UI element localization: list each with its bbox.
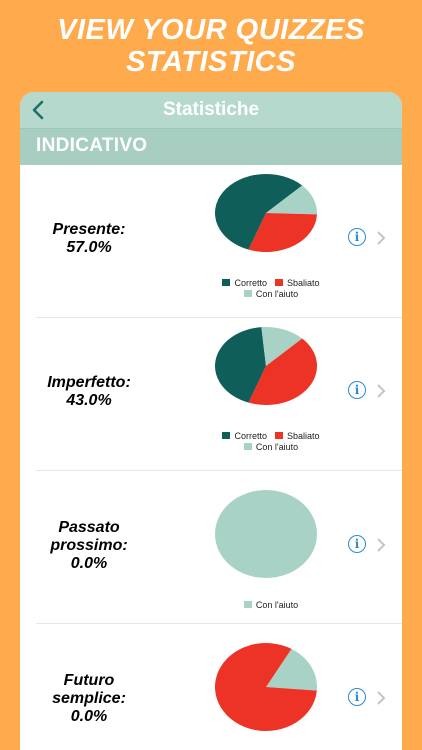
legend-swatch-correct — [222, 432, 231, 439]
chart-legend: Corretto Sbaliato Con l'aiuto — [206, 277, 336, 299]
legend-swatch-help — [243, 601, 252, 608]
legend-help: Con l'aiuto — [243, 599, 299, 610]
legend-swatch-help — [243, 443, 252, 450]
stat-row-imperfetto[interactable]: Imperfetto: 43.0% Corretto Sbaliato Con … — [36, 318, 402, 471]
promo-line-1: VIEW YOUR QUIZZES — [57, 14, 365, 46]
legend-swatch-wrong — [274, 279, 283, 286]
tense-label: Presente: 57.0% — [30, 221, 148, 257]
legend-help: Con l'aiuto — [243, 441, 299, 452]
legend-label-help: Con l'aiuto — [255, 441, 299, 452]
info-icon[interactable]: i — [348, 381, 366, 399]
pie-chart — [215, 174, 317, 252]
navigation-bar: Statistiche — [20, 92, 402, 128]
tense-name: Futuro — [63, 672, 115, 689]
stat-row-presente[interactable]: Presente: 57.0% Corretto Sbaliato Con l'… — [36, 165, 402, 318]
chart-legend: Corretto Sbaliato Con l'aiuto — [206, 430, 336, 452]
promo-line-2: STATISTICS — [126, 46, 296, 78]
promo-headline: VIEW YOUR QUIZZES STATISTICS — [0, 14, 422, 78]
pie-slice-correct — [215, 327, 266, 403]
pie-slice-help — [215, 490, 317, 578]
legend-label-wrong: Sbaliato — [286, 430, 320, 441]
legend-label-help: Con l'aiuto — [255, 288, 299, 299]
tense-name-line-2: semplice: — [52, 690, 126, 707]
tense-label: Imperfetto: 43.0% — [30, 374, 148, 410]
legend-label-correct: Corretto — [234, 277, 267, 288]
tense-name-line-2: prossimo: — [50, 537, 128, 554]
legend-swatch-help — [243, 290, 252, 297]
chevron-right-icon — [377, 691, 386, 705]
chevron-right-icon — [377, 538, 386, 552]
tense-label: Futuro semplice: 0.0% — [30, 672, 148, 726]
tense-percent: 43.0% — [66, 392, 112, 409]
info-icon[interactable]: i — [348, 688, 366, 706]
page-title: Statistiche — [162, 99, 260, 120]
legend-label-wrong: Sbaliato — [286, 277, 320, 288]
tense-name: Imperfetto: — [47, 374, 131, 391]
section-title: INDICATIVO — [36, 135, 148, 156]
info-icon[interactable]: i — [348, 228, 366, 246]
chevron-left-icon — [32, 100, 44, 120]
pie-slice-help — [261, 327, 303, 366]
pie-slice-wrong — [248, 338, 317, 405]
chevron-right-icon — [377, 384, 386, 398]
tense-label: Passato prossimo: 0.0% — [30, 519, 148, 573]
legend-swatch-wrong — [274, 432, 283, 439]
pie-chart — [215, 490, 317, 578]
pie-slice-help — [266, 648, 317, 691]
info-icon[interactable]: i — [348, 535, 366, 553]
legend-label-correct: Corretto — [234, 430, 267, 441]
legend-correct: Corretto — [222, 431, 267, 441]
chart-legend: Con l'aiuto — [206, 599, 336, 610]
tense-percent: 0.0% — [70, 708, 108, 725]
chevron-right-icon — [377, 231, 386, 245]
legend-wrong: Sbaliato — [274, 277, 320, 288]
legend-wrong: Sbaliato — [274, 430, 320, 441]
back-button[interactable] — [26, 97, 50, 123]
pie-slice-help — [266, 185, 317, 215]
tense-name: Presente: — [52, 221, 126, 238]
stat-row-futuro-semplice[interactable]: Futuro semplice: 0.0% i — [36, 624, 402, 750]
legend-label-help: Con l'aiuto — [255, 599, 299, 610]
pie-slice-correct — [215, 174, 303, 250]
stat-row-passato-prossimo[interactable]: Passato prossimo: 0.0% Con l'aiuto i — [36, 471, 402, 624]
tense-percent: 57.0% — [66, 239, 112, 256]
legend-swatch-correct — [222, 279, 231, 286]
pie-slice-wrong — [248, 213, 317, 252]
tense-name: Passato — [58, 519, 120, 536]
legend-help: Con l'aiuto — [243, 288, 299, 299]
legend-correct: Corretto — [222, 278, 267, 288]
app-screen: Statistiche INDICATIVO Presente: 57.0% C… — [20, 92, 402, 750]
pie-slice-wrong — [215, 643, 317, 731]
tense-percent: 0.0% — [70, 555, 108, 572]
stats-list: Presente: 57.0% Corretto Sbaliato Con l'… — [20, 165, 402, 750]
pie-chart — [215, 643, 317, 731]
section-header: INDICATIVO — [20, 128, 402, 165]
pie-chart — [215, 327, 317, 405]
